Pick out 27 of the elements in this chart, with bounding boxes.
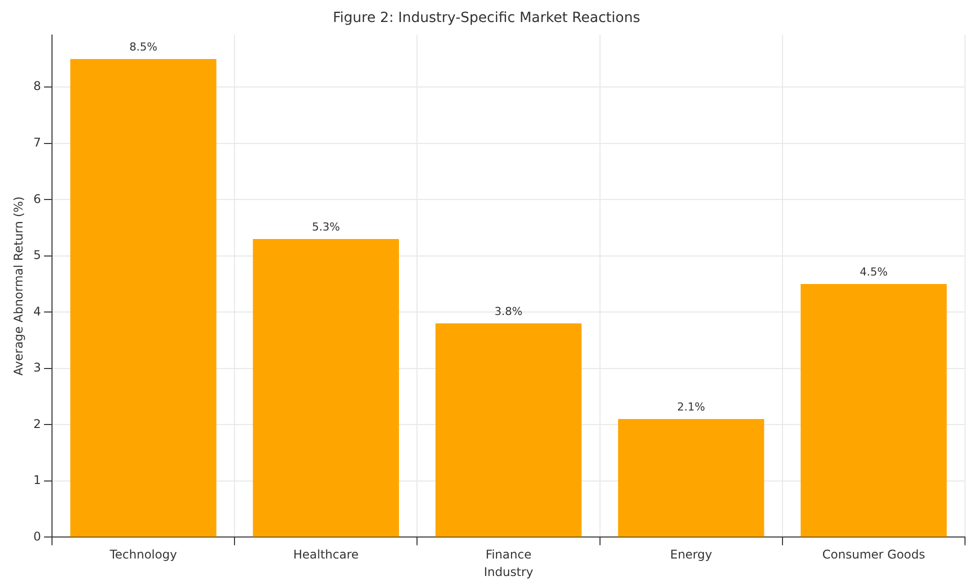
x-tick-label: Energy (670, 548, 712, 562)
y-tick-label: 2 (33, 416, 42, 431)
bar (70, 58, 216, 537)
y-tick-label: 3 (33, 360, 42, 375)
x-tick-label: Technology (108, 548, 177, 562)
y-tick-label: 6 (33, 192, 42, 206)
y-tick-label: 8 (33, 79, 42, 94)
y-tick-label: 0 (33, 529, 42, 544)
y-axis-title: Average Abnormal Return (%) (11, 196, 26, 376)
y-tick-label: 7 (33, 136, 42, 150)
x-axis-title: Industry (484, 564, 534, 579)
chart-title: Figure 2: Industry-Specific Market Reactions (332, 10, 640, 26)
y-tick-label: 4 (33, 304, 42, 318)
y-tick-label: 1 (33, 473, 42, 488)
data-label: 5.3% (312, 220, 340, 234)
data-label: 4.5% (860, 265, 888, 278)
bar (252, 239, 399, 537)
data-label: 2.1% (677, 400, 706, 414)
y-tick-label: 5 (33, 248, 42, 262)
data-label: 3.8% (494, 304, 522, 318)
bar (435, 323, 582, 537)
bar (800, 284, 947, 537)
data-label: 8.5% (129, 40, 158, 54)
x-tick-label: Consumer Goods (822, 548, 926, 562)
x-tick-label: Finance (486, 548, 532, 562)
bar (618, 419, 764, 537)
x-tick-label: Healthcare (293, 548, 359, 562)
